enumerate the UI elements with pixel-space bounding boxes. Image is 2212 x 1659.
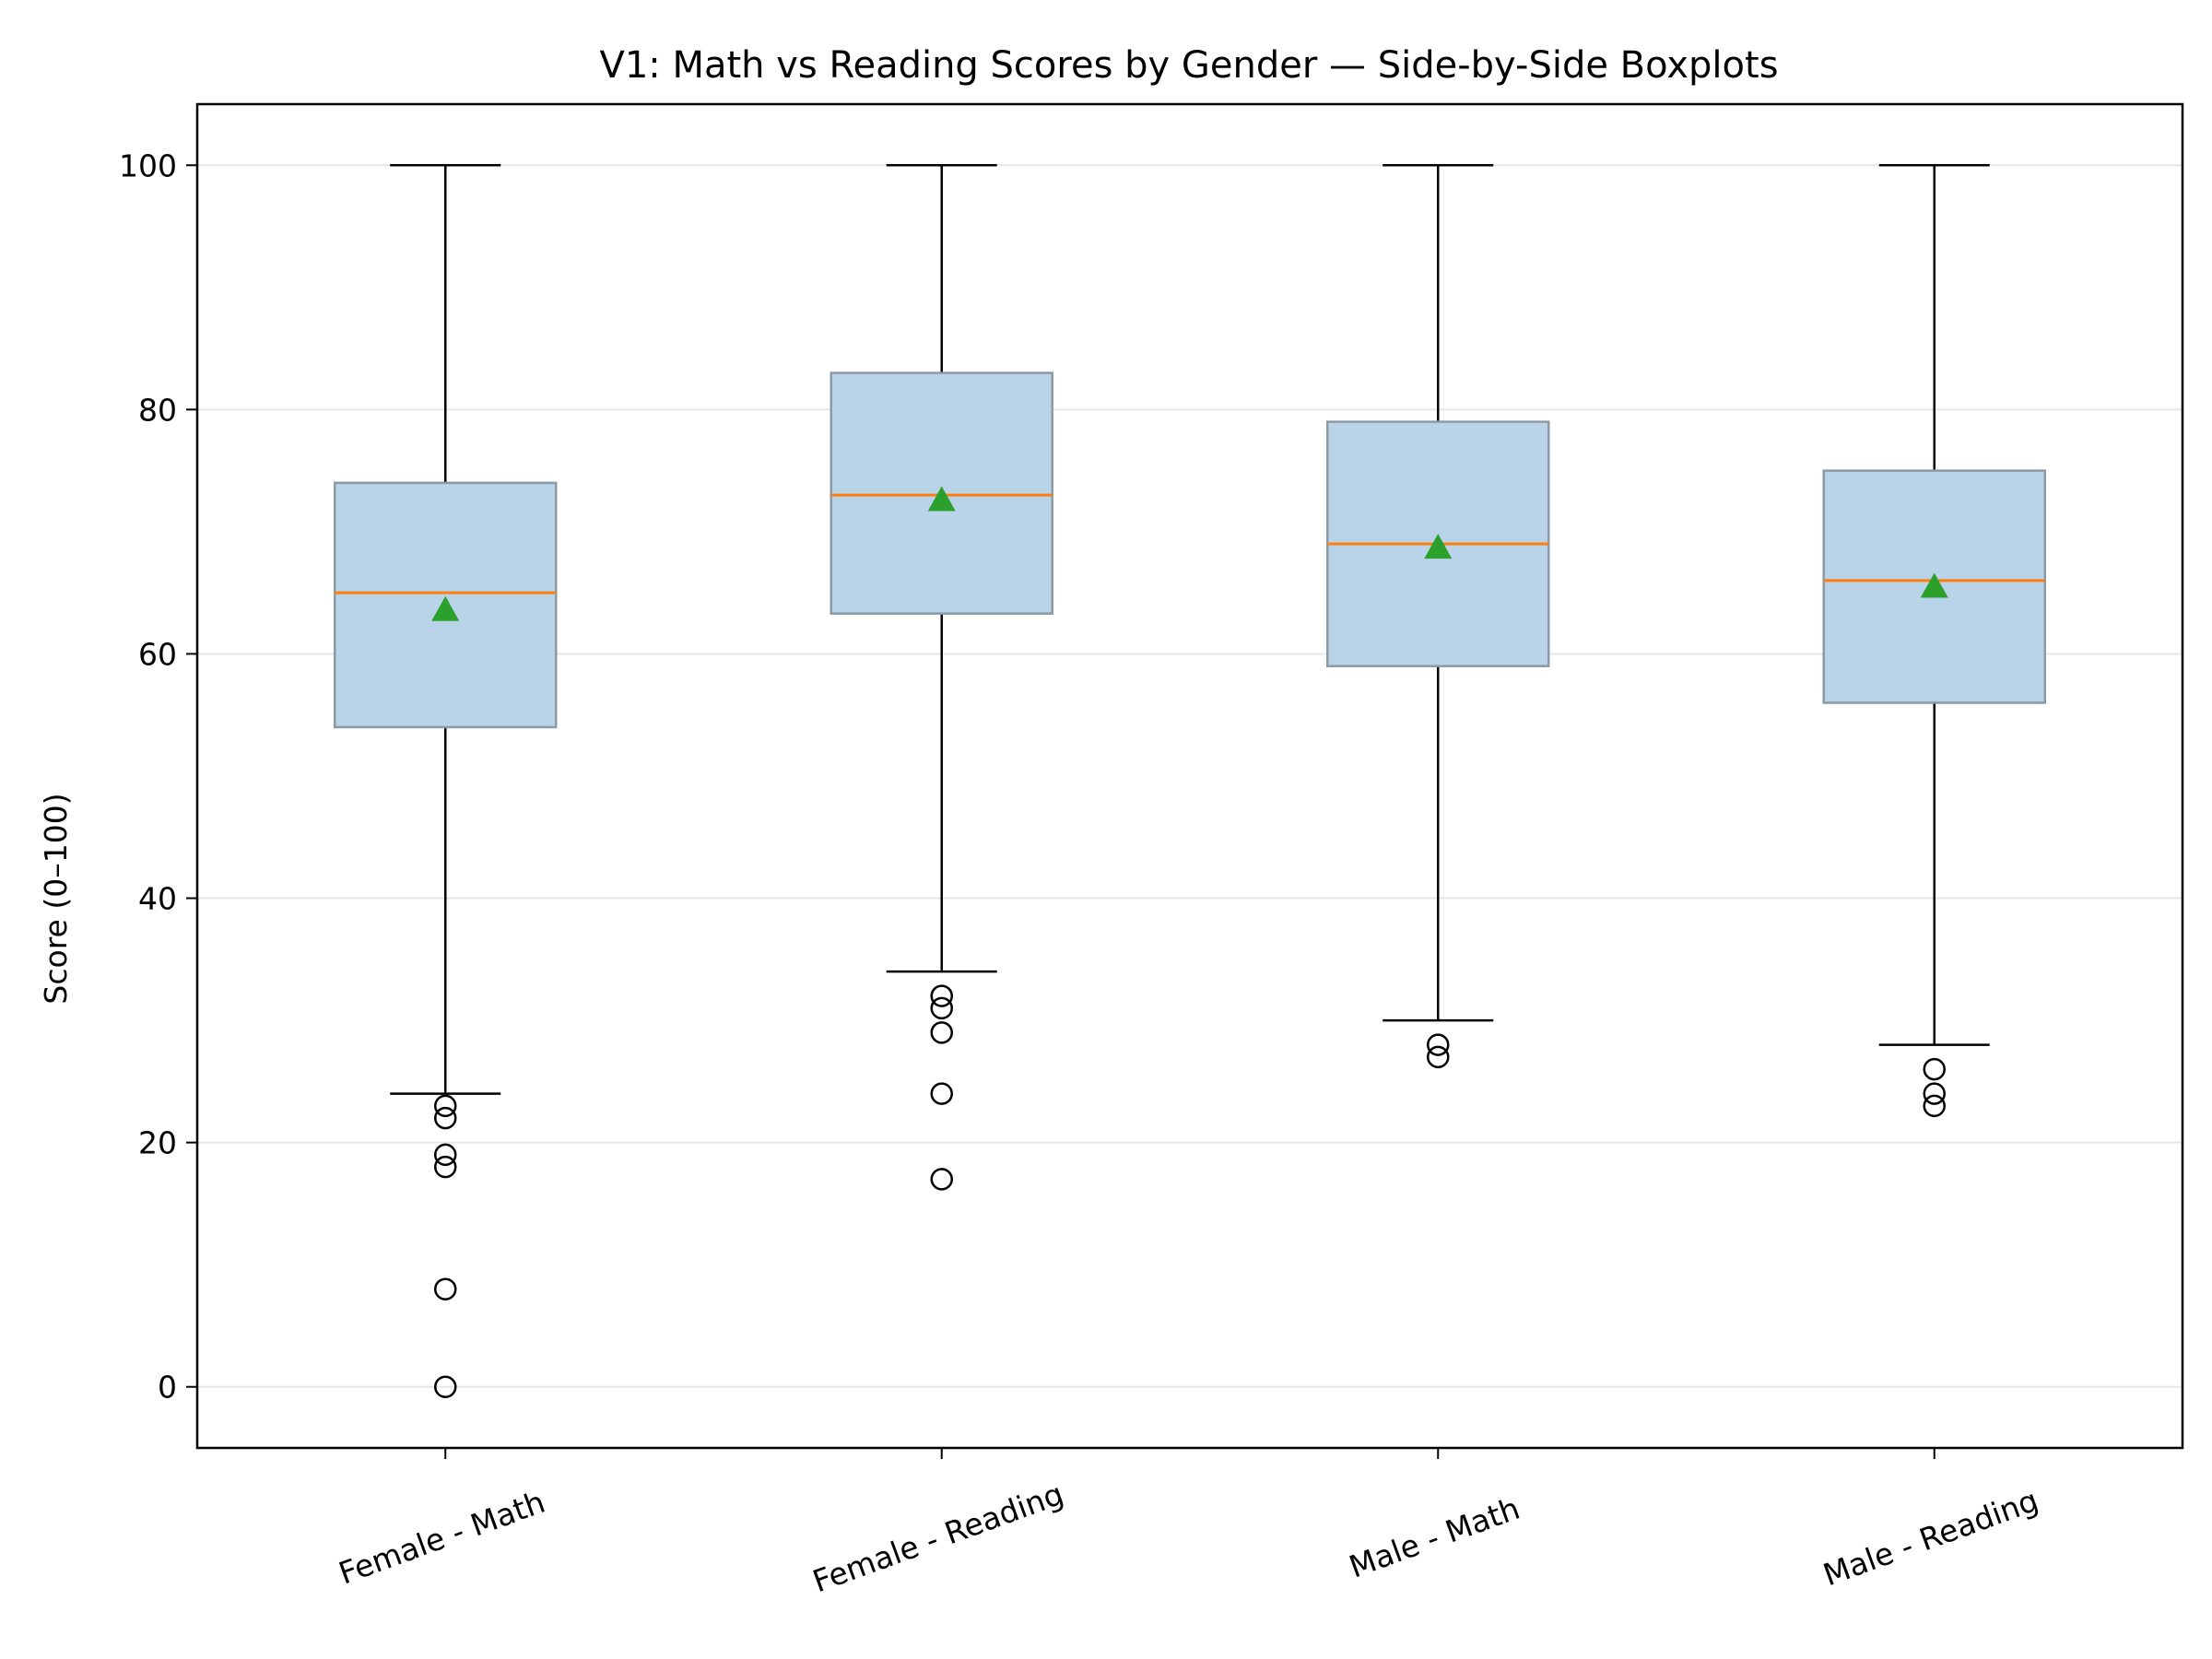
outlier-point <box>1427 1033 1450 1056</box>
box-group-2 <box>830 164 1053 1191</box>
outlier-point <box>1923 1094 1946 1118</box>
box-group-1 <box>334 164 558 1398</box>
boxes-layer <box>334 164 2046 1398</box>
grid-lines <box>197 164 2183 1388</box>
mean-marker <box>927 486 956 512</box>
box-group-4 <box>1822 164 2046 1118</box>
y-tick-label-40: 40 <box>138 881 177 917</box>
mean-marker <box>1920 572 1948 598</box>
mean-marker <box>431 595 460 621</box>
x-tick-label-3: Male - Math <box>1345 1490 1524 1585</box>
box-group-3 <box>1326 164 1550 1069</box>
x-tick-label-2: Female - Reading <box>808 1476 1068 1600</box>
mean-marker <box>1424 534 1453 559</box>
y-axis-title: Score (0–100) <box>38 793 74 1004</box>
y-tick-label-60: 60 <box>138 636 177 672</box>
axes-layer: 0 20 40 60 80 100 Female - Math Female - Readin… <box>119 102 2184 1600</box>
outlier-point <box>930 1168 953 1191</box>
x-tick-label-1: Female - Math <box>334 1484 549 1592</box>
outlier-point <box>434 1143 457 1167</box>
chart-title: V1: Math vs Reading Scores by Gender — S… <box>599 44 1778 87</box>
y-tick-label-20: 20 <box>138 1125 177 1161</box>
y-tick-label-0: 0 <box>158 1370 177 1406</box>
y-tick-label-100: 100 <box>119 147 177 183</box>
outlier-point <box>434 1106 457 1130</box>
outlier-point <box>930 984 953 1007</box>
outlier-point <box>434 1375 457 1398</box>
outlier-point <box>930 1021 953 1044</box>
x-tick-label-4: Male - Reading <box>1818 1482 2043 1593</box>
outlier-point <box>1923 1082 1946 1105</box>
outlier-point <box>930 996 953 1020</box>
outlier-point <box>1427 1045 1450 1069</box>
y-tick-label-80: 80 <box>138 392 177 428</box>
outlier-point <box>1923 1057 1946 1081</box>
outlier-point <box>434 1155 457 1179</box>
outlier-point <box>930 1082 953 1105</box>
outlier-point <box>434 1277 457 1300</box>
plot-frame <box>195 102 2184 1450</box>
outlier-point <box>434 1094 457 1118</box>
